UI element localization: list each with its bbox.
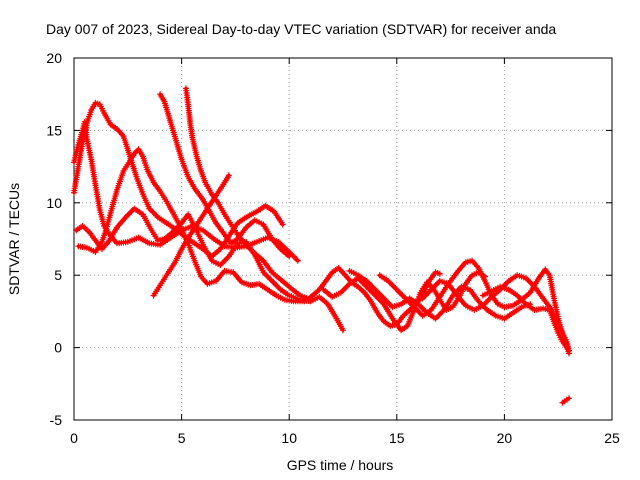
x-axis-label: GPS time / hours <box>287 457 394 473</box>
series-track-3 <box>73 205 346 334</box>
y-tick-label: 20 <box>46 50 62 66</box>
series-markers <box>479 283 570 351</box>
series-track-4 <box>75 146 308 305</box>
series-markers <box>73 205 346 334</box>
chart-title: Day 007 of 2023, Sidereal Day-to-day VTE… <box>46 21 556 37</box>
x-tick-label: 10 <box>281 430 297 446</box>
series-track-6 <box>157 91 293 260</box>
x-tick-label: 25 <box>604 430 620 446</box>
series-track-5 <box>150 172 232 299</box>
series-markers <box>376 257 572 354</box>
series-markers <box>419 272 572 357</box>
series-track-11 <box>376 257 572 354</box>
series-markers <box>150 172 232 299</box>
y-tick-label: 10 <box>46 195 62 211</box>
series-track-2 <box>71 118 301 264</box>
y-tick-label: 0 <box>54 340 62 356</box>
axis-tick-labels: 0 5 10 15 20 25 -5 0 5 10 15 20 <box>46 50 620 446</box>
series-markers <box>71 118 301 264</box>
x-tick-label: 20 <box>497 430 513 446</box>
series-line <box>560 396 571 405</box>
y-tick-label: 5 <box>54 267 62 283</box>
axis-ticks <box>73 57 613 421</box>
y-axis-label: SDTVAR / TECUs <box>6 183 22 295</box>
series-markers <box>559 395 572 406</box>
series-track-7 <box>182 85 314 303</box>
series-track-1 <box>71 99 286 260</box>
series-track-13 <box>479 283 570 351</box>
x-tick-label: 0 <box>70 430 78 446</box>
grid-lines <box>74 58 612 420</box>
x-tick-label: 15 <box>389 430 405 446</box>
series-markers <box>157 91 293 260</box>
y-tick-label: 15 <box>46 122 62 138</box>
y-tick-label: -5 <box>50 412 63 428</box>
series-line <box>184 86 313 302</box>
series-markers <box>75 146 308 305</box>
data-tracks <box>71 85 572 406</box>
x-tick-label: 5 <box>178 430 186 446</box>
plot-frame <box>73 57 613 421</box>
series-track-14 <box>559 395 572 406</box>
series-markers <box>182 85 314 303</box>
